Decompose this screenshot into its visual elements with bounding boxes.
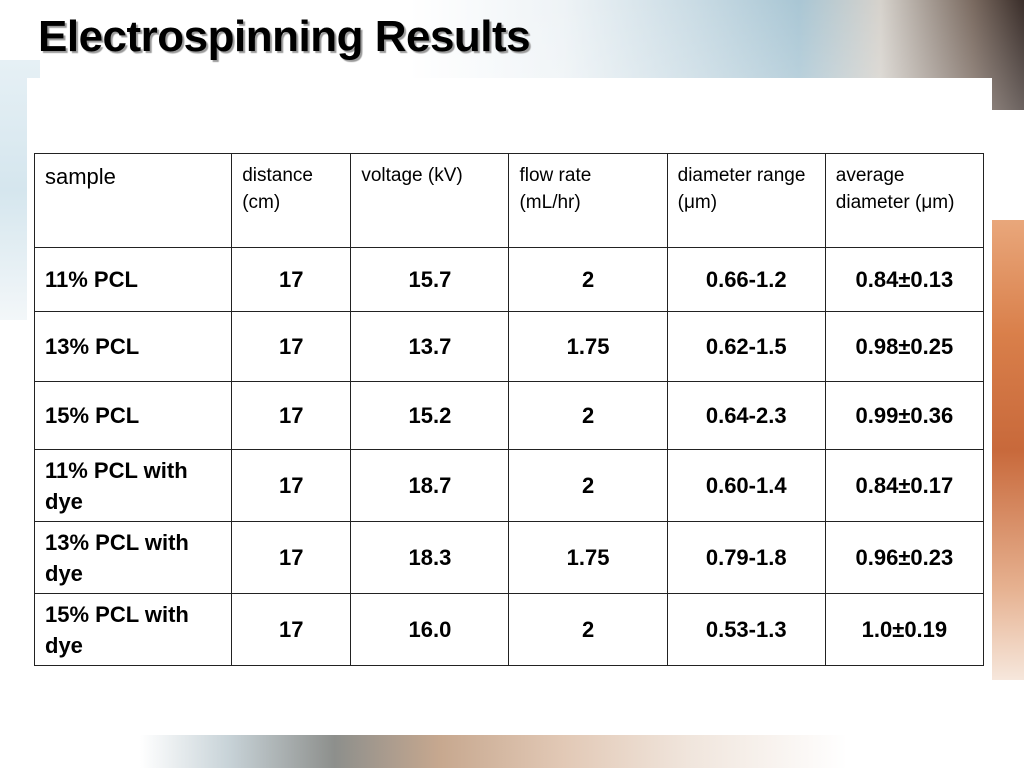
- cell-distance: 17: [231, 521, 352, 594]
- header-flow-rate: flow rate (mL/hr): [508, 153, 668, 248]
- cell-average-diameter: 1.0±0.19: [824, 593, 985, 666]
- header-distance: distance (cm): [231, 153, 352, 248]
- table-row: 15% PCL 17 15.2 2 0.64-2.3 0.99±0.36: [33, 381, 985, 450]
- cell-flow-rate: 2: [508, 381, 668, 450]
- cell-diameter-range: 0.53-1.3: [666, 593, 826, 666]
- slide-background-bottom: [140, 735, 1024, 768]
- cell-diameter-range: 0.79-1.8: [666, 521, 826, 594]
- table-row: 11% PCL 17 15.7 2 0.66-1.2 0.84±0.13: [33, 247, 985, 312]
- cell-diameter-range: 0.66-1.2: [666, 247, 826, 312]
- cell-diameter-range: 0.64-2.3: [666, 381, 826, 450]
- cell-voltage: 15.2: [350, 381, 510, 450]
- cell-distance: 17: [231, 311, 352, 382]
- cell-sample: 11% PCL: [33, 247, 233, 312]
- cell-voltage: 16.0: [350, 593, 510, 666]
- cell-diameter-range: 0.60-1.4: [666, 449, 826, 522]
- header-sample: sample: [33, 153, 233, 248]
- cell-voltage: 13.7: [350, 311, 510, 382]
- cell-sample: 15% PCL: [33, 381, 233, 450]
- cell-distance: 17: [231, 381, 352, 450]
- cell-flow-rate: 1.75: [508, 311, 668, 382]
- cell-sample: 11% PCL with dye: [33, 449, 233, 522]
- cell-sample: 13% PCL: [33, 311, 233, 382]
- cell-voltage: 18.7: [350, 449, 510, 522]
- cell-distance: 17: [231, 449, 352, 522]
- header-average-diameter: average diameter (μm): [824, 153, 985, 248]
- table-header-row: sample distance (cm) voltage (kV) flow r…: [33, 153, 985, 248]
- table-row: 13% PCL 17 13.7 1.75 0.62-1.5 0.98±0.25: [33, 311, 985, 382]
- cell-flow-rate: 2: [508, 449, 668, 522]
- cell-average-diameter: 0.84±0.17: [824, 449, 985, 522]
- cell-voltage: 15.7: [350, 247, 510, 312]
- cell-average-diameter: 0.99±0.36: [824, 381, 985, 450]
- cell-sample: 15% PCL with dye: [33, 593, 233, 666]
- table-row: 13% PCL with dye 17 18.3 1.75 0.79-1.8 0…: [33, 521, 985, 594]
- cell-average-diameter: 0.96±0.23: [824, 521, 985, 594]
- header-diameter-range: diameter range (μm): [666, 153, 826, 248]
- results-table: sample distance (cm) voltage (kV) flow r…: [33, 153, 985, 666]
- cell-distance: 17: [231, 593, 352, 666]
- table-row: 11% PCL with dye 17 18.7 2 0.60-1.4 0.84…: [33, 449, 985, 522]
- table-row: 15% PCL with dye 17 16.0 2 0.53-1.3 1.0±…: [33, 593, 985, 666]
- cell-flow-rate: 2: [508, 593, 668, 666]
- cell-diameter-range: 0.62-1.5: [666, 311, 826, 382]
- cell-distance: 17: [231, 247, 352, 312]
- cell-average-diameter: 0.84±0.13: [824, 247, 985, 312]
- cell-voltage: 18.3: [350, 521, 510, 594]
- cell-flow-rate: 1.75: [508, 521, 668, 594]
- cell-sample: 13% PCL with dye: [33, 521, 233, 594]
- slide-title: Electrospinning Results: [38, 12, 531, 61]
- header-voltage: voltage (kV): [350, 153, 510, 248]
- cell-flow-rate: 2: [508, 247, 668, 312]
- cell-average-diameter: 0.98±0.25: [824, 311, 985, 382]
